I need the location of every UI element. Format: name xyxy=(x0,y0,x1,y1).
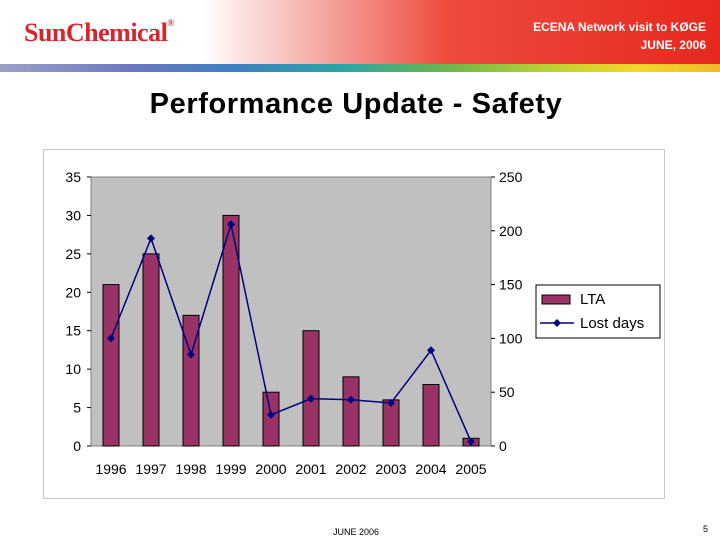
bar-lta-2002 xyxy=(342,376,360,447)
chart-frame: 0 5 10 15 20 25 30 35 0 50 100 150 200 250 1996 1997 199… xyxy=(43,149,665,499)
event-info: ECENA Network visit to KØGE JUNE, 2006 xyxy=(533,18,706,54)
right-tick-label: 0 xyxy=(499,438,507,454)
bar-lta-1999 xyxy=(222,214,240,447)
event-title: ECENA Network visit to KØGE xyxy=(533,20,706,34)
slide-title: Performance Update - Safety xyxy=(149,88,563,120)
event-date: JUNE, 2006 xyxy=(640,38,706,52)
x-tick-label: 2002 xyxy=(335,461,366,477)
left-tick-label: 35 xyxy=(65,169,81,185)
x-tick-label: 1998 xyxy=(175,461,206,477)
header-color-stripe xyxy=(0,64,720,72)
x-tick-label: 2000 xyxy=(255,461,286,477)
point-lost-days-2001 xyxy=(307,394,315,403)
safety-chart: 0 5 10 15 20 25 30 35 0 50 100 150 200 250 1996 1997 199… xyxy=(65,169,661,477)
left-tick-label: 20 xyxy=(65,284,81,300)
left-tick-label: 10 xyxy=(65,361,81,377)
bar-lta-1996 xyxy=(102,284,120,447)
point-lost-days-2002 xyxy=(347,395,355,404)
page-number: 5 xyxy=(702,524,708,534)
left-tick-label: 0 xyxy=(73,438,81,454)
bar-lta-1997 xyxy=(142,253,160,447)
series-line-lost-days xyxy=(110,224,472,442)
point-lost-days-1996 xyxy=(107,334,115,343)
point-lost-days-2005 xyxy=(467,437,475,446)
point-lost-days-1999 xyxy=(227,220,235,229)
x-tick-label: 2003 xyxy=(375,461,406,477)
bar-lta-1998 xyxy=(182,314,200,447)
right-tick-label: 250 xyxy=(499,169,523,185)
legend-label-lta: LTA xyxy=(580,291,605,308)
left-tick-label: 30 xyxy=(65,207,81,223)
x-tick-label: 1997 xyxy=(135,461,166,477)
right-tick-label: 150 xyxy=(499,277,523,293)
left-tick-label: 25 xyxy=(65,246,81,262)
x-tick-label: 2005 xyxy=(455,461,486,477)
legend-box xyxy=(535,284,661,339)
x-tick-label: 2001 xyxy=(295,461,326,477)
left-tick-label: 15 xyxy=(65,323,81,339)
footer-date: JUNE 2006 xyxy=(333,527,380,537)
sunchemical-logo: SunChemical® xyxy=(24,18,174,47)
legend-swatch-lta xyxy=(541,294,571,305)
right-tick-label: 50 xyxy=(499,384,515,400)
right-tick-label: 100 xyxy=(499,330,523,346)
x-tick-label: 2004 xyxy=(415,461,446,477)
bar-lta-2001 xyxy=(302,330,320,447)
bar-lta-2004 xyxy=(422,384,440,447)
x-tick-label: 1996 xyxy=(95,461,126,477)
left-tick-label: 5 xyxy=(73,400,81,416)
bar-lta-2000 xyxy=(262,391,280,447)
legend-label-lost-days: Lost days xyxy=(580,315,644,332)
point-lost-days-2004 xyxy=(427,346,435,355)
x-tick-label: 1999 xyxy=(215,461,246,477)
right-tick-label: 200 xyxy=(499,223,523,239)
point-lost-days-1997 xyxy=(147,234,155,243)
slide-header: SunChemical® ECENA Network visit to KØGE… xyxy=(0,0,720,64)
legend-swatch-lost-days-marker xyxy=(553,319,561,327)
point-lost-days-2000 xyxy=(267,410,275,419)
point-lost-days-2003 xyxy=(387,398,395,407)
point-lost-days-1998 xyxy=(187,350,195,359)
